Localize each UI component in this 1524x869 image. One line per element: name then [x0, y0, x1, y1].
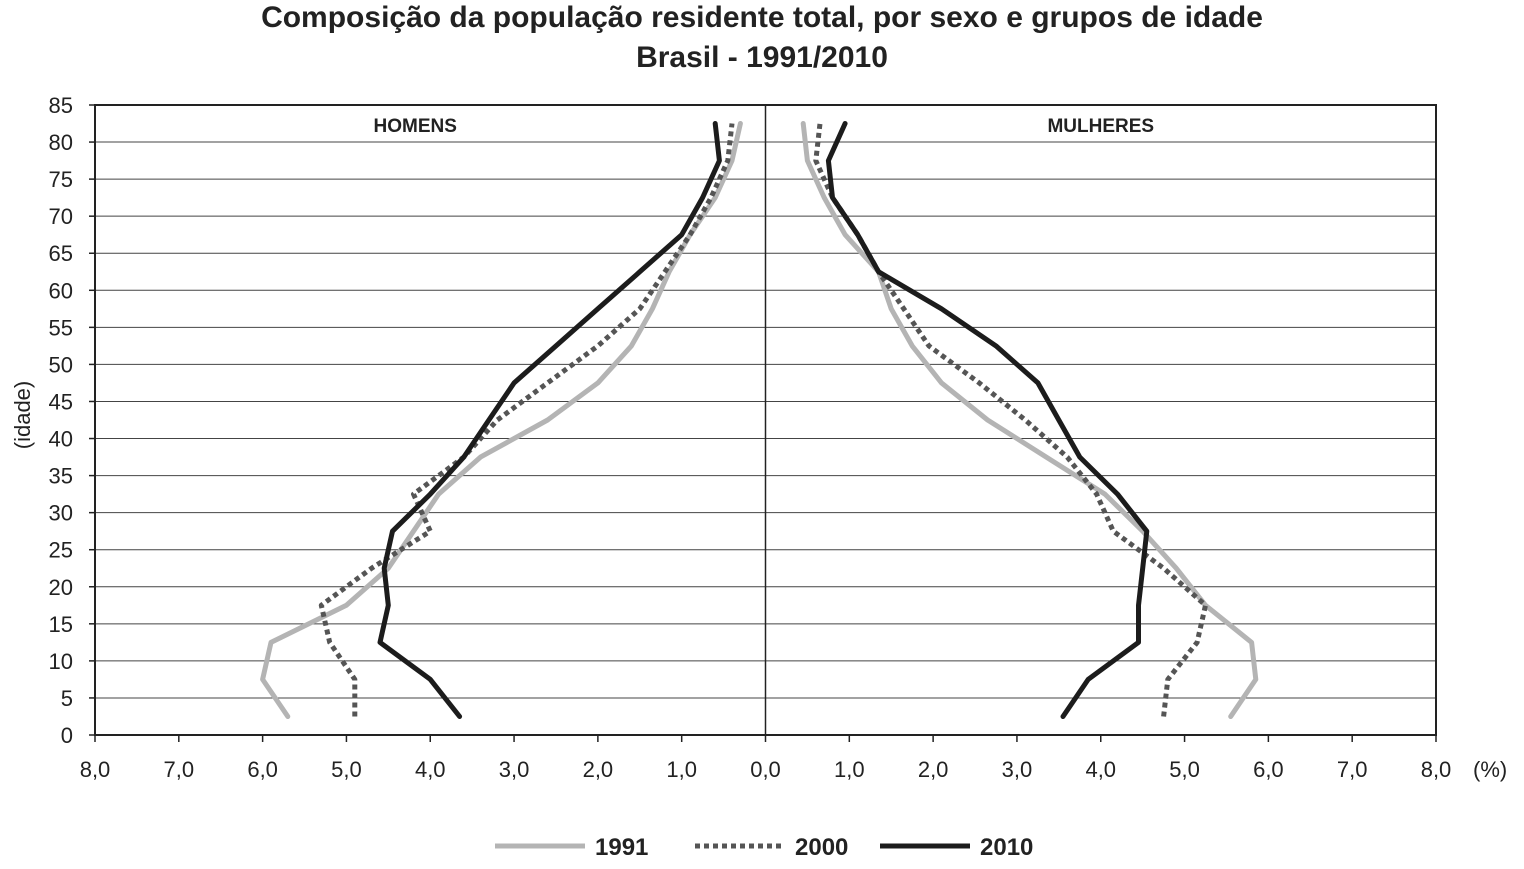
x-tick-label-2: 6,0 [247, 757, 278, 782]
panel-label-women: MULHERES [1047, 116, 1154, 137]
series-lines [260, 121, 1259, 719]
y-tick-label-80: 80 [49, 130, 73, 155]
y-tick-label-10: 10 [49, 649, 73, 674]
x-tick-label-0: 8,0 [80, 757, 111, 782]
legend-label-2010: 2010 [980, 834, 1033, 861]
y-tick-label-85: 85 [49, 93, 73, 118]
y-tick-label-15: 15 [49, 612, 73, 637]
y-tick-label-50: 50 [49, 352, 73, 377]
y-tick-label-20: 20 [49, 575, 73, 600]
series-2010-women [825, 121, 1150, 719]
y-tick-label-55: 55 [49, 315, 73, 340]
series-1991-women [800, 121, 1259, 719]
x-tick-label-6: 2,0 [583, 757, 614, 782]
y-tick-label-5: 5 [61, 686, 73, 711]
y-tick-label-30: 30 [49, 501, 73, 526]
series-1991-men [260, 121, 743, 719]
x-tick-label-11: 3,0 [1002, 757, 1033, 782]
y-axis-label: (idade) [10, 381, 35, 449]
x-tick-label-15: 7,0 [1337, 757, 1368, 782]
y-tick-labels: 0 5 10 15 20 25 30 35 40 45 50 55 60 65 70 75 80 85 [49, 93, 73, 748]
y-tick-label-45: 45 [49, 389, 73, 414]
y-tick-label-60: 60 [49, 278, 73, 303]
x-tick-label-5: 3,0 [499, 757, 530, 782]
x-tick-label-13: 5,0 [1169, 757, 1200, 782]
chart-title: Composição da população residente total,… [261, 1, 1263, 34]
x-tick-labels: 8,0 7,0 6,0 5,0 4,0 3,0 2,0 1,0 0,0 1,0 2,0 3,0 4,0 5… [80, 757, 1452, 782]
y-tick-label-75: 75 [49, 167, 73, 192]
series-2000-women [813, 123, 1208, 717]
legend-label-2000: 2000 [795, 834, 848, 861]
y-tick-label-40: 40 [49, 427, 73, 452]
axis-ticks [89, 104, 1437, 742]
chart-subtitle: Brasil - 1991/2010 [636, 41, 888, 74]
panel-label-men: HOMENS [374, 116, 457, 137]
x-tick-label-14: 6,0 [1253, 757, 1284, 782]
x-tick-label-12: 4,0 [1085, 757, 1116, 782]
x-tick-label-9: 1,0 [834, 757, 865, 782]
y-tick-label-25: 25 [49, 538, 73, 563]
legend-label-1991: 1991 [595, 834, 648, 861]
x-tick-label-4: 4,0 [415, 757, 446, 782]
y-tick-label-65: 65 [49, 241, 73, 266]
x-tick-label-3: 5,0 [331, 757, 362, 782]
x-tick-label-10: 2,0 [918, 757, 949, 782]
y-tick-label-0: 0 [61, 723, 73, 748]
x-tick-label-1: 7,0 [164, 757, 195, 782]
y-tick-label-35: 35 [49, 464, 73, 489]
legend: 1991 2000 2010 [495, 834, 1033, 861]
y-tick-label-70: 70 [49, 204, 73, 229]
x-tick-label-7: 1,0 [666, 757, 697, 782]
x-tick-label-16: 8,0 [1421, 757, 1452, 782]
series-2010-men [377, 121, 722, 719]
x-unit-label: (%) [1473, 757, 1507, 782]
x-tick-label-8: 0,0 [750, 757, 781, 782]
